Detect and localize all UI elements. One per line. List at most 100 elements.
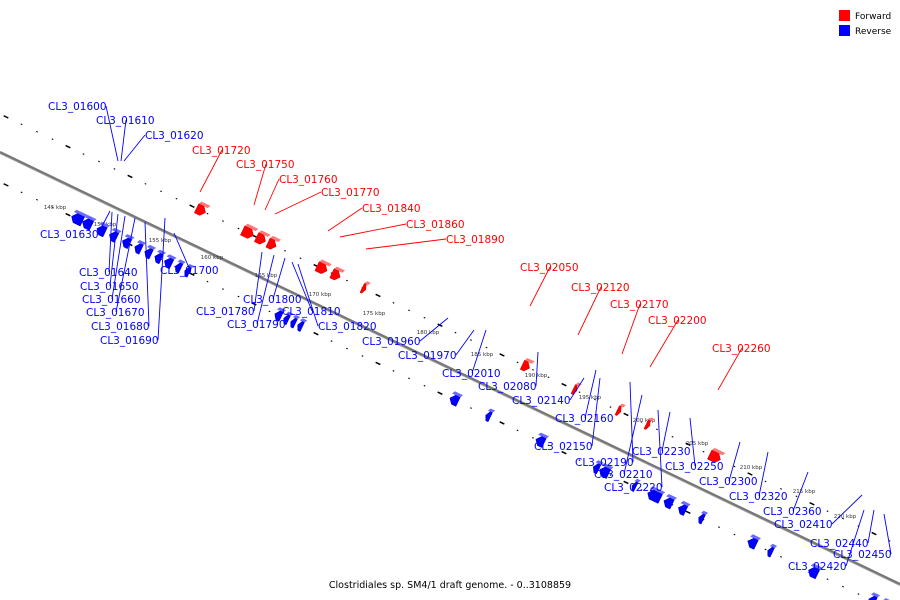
- reverse-gene-block-top: [299, 318, 308, 323]
- reverse-gene-block: [678, 504, 689, 516]
- reverse-track-dash: [222, 288, 224, 290]
- reverse-track-dash: [65, 212, 71, 217]
- forward-track-dash: [685, 442, 691, 447]
- reverse-gene-label: CL3_02250: [665, 461, 724, 473]
- reverse-gene-block-top: [750, 534, 761, 541]
- reverse-gene-block: [290, 317, 298, 329]
- forward-gene-CL3_02260-top: [711, 447, 726, 456]
- forward-gene-label: CL3_01860: [406, 219, 465, 231]
- reverse-gene-label: CL3_01640: [79, 267, 138, 279]
- gene-labels: CL3_01600 CL3_01610 CL3_01620 CL3_01720 CL3_…: [40, 101, 892, 573]
- reverse-gene-block: [144, 248, 154, 260]
- forward-track-dash: [826, 510, 829, 513]
- reverse-gene-label: CL3_02300: [699, 476, 758, 488]
- forward-gene-label: CL3_02170: [610, 299, 669, 311]
- forward-gene-CL3_01720-top: [198, 201, 211, 209]
- reverse-gene-label: CL3_01630: [40, 229, 99, 241]
- forward-track-dash: [454, 331, 457, 334]
- forward-track-dash: [189, 204, 195, 208]
- reverse-track-dash: [36, 198, 38, 201]
- reverse-gene-block: [631, 481, 639, 493]
- backbone-line: [0, 151, 900, 585]
- forward-leader-line: [577, 286, 602, 336]
- forward-track-dash: [437, 323, 443, 327]
- reverse-gene-block: [747, 537, 759, 550]
- forward-gene-CL3_01750: [240, 225, 254, 239]
- forward-track-dash: [809, 501, 815, 506]
- reverse-gene-block-top: [99, 221, 110, 228]
- reverse-gene-block-top: [538, 432, 549, 439]
- gene-features: [71, 201, 890, 600]
- forward-gene-CL3_01840: [314, 261, 328, 274]
- forward-track-dash: [795, 495, 798, 498]
- reverse-gene-block: [767, 546, 775, 558]
- reverse-gene-label: CL3_01660: [82, 294, 141, 306]
- reverse-gene-block-top: [73, 209, 88, 217]
- reverse-leader-line: [657, 409, 663, 488]
- forward-track-dash: [222, 220, 224, 222]
- reverse-track-dash: [547, 444, 550, 447]
- reverse-leader-line: [584, 369, 597, 419]
- reverse-gene-block-top: [595, 460, 604, 465]
- forward-gene-CL3_01770-top: [270, 235, 281, 242]
- reverse-gene-block-top: [666, 494, 677, 501]
- reverse-gene-block-top: [157, 249, 167, 255]
- forward-gene-CL3_02050: [519, 359, 530, 372]
- reverse-leader-line: [661, 411, 671, 452]
- scale-tick-label: 170 kbp: [309, 292, 332, 298]
- forward-gene-CL3_02200: [643, 419, 651, 430]
- reverse-track-dash: [842, 585, 844, 588]
- reverse-leader-line: [291, 261, 313, 312]
- forward-track-dash: [702, 450, 705, 453]
- reverse-leader-line: [111, 215, 126, 300]
- scale-tick-label: 145 kbp: [44, 205, 67, 211]
- reverse-leader-line: [591, 377, 601, 447]
- reverse-gene-block: [599, 466, 612, 479]
- forward-track-dash: [594, 398, 596, 401]
- scale-tick-label: 200 kbp: [633, 418, 656, 424]
- reverse-track-dash: [251, 302, 257, 306]
- reverse-gene-label: CL3_02220: [604, 482, 663, 494]
- forward-track-dash: [299, 257, 302, 260]
- forward-track-dash: [485, 346, 488, 349]
- reverse-gene-block: [175, 262, 184, 274]
- scale-tick-label: 175 kbp: [363, 311, 386, 317]
- forward-leader-line: [717, 347, 743, 391]
- reverse-gene-block: [485, 411, 493, 423]
- reverse-gene-label: CL3_01650: [80, 281, 139, 293]
- reverse-track-dash: [51, 206, 54, 209]
- reverse-gene-block-top: [649, 486, 666, 495]
- scale-tick-label: 210 kbp: [740, 465, 763, 471]
- forward-gene-label: CL3_02120: [571, 282, 630, 294]
- forward-gene-CL3_01760-top: [258, 230, 271, 237]
- reverse-gene-block: [449, 394, 461, 407]
- reverse-track-dash: [764, 548, 767, 551]
- reverse-gene-label: CL3_02410: [774, 519, 833, 531]
- forward-leader-line: [529, 266, 551, 307]
- reverse-gene-block: [154, 253, 164, 265]
- scale-tick-label: 220 kbp: [834, 514, 857, 520]
- forward-track-dash: [284, 249, 286, 252]
- reverse-track-dash: [346, 347, 348, 350]
- forward-gene-label: CL3_01770: [321, 187, 380, 199]
- forward-gene-label: CL3_01750: [236, 159, 295, 171]
- reverse-gene-block: [82, 218, 95, 231]
- scale-tick-label: 195 kbp: [579, 395, 602, 401]
- reverse-track-dash: [206, 280, 209, 283]
- forward-gene-CL3_01720: [193, 203, 206, 216]
- reverse-gene-label: CL3_01690: [100, 335, 159, 347]
- scale-tick-label: 165 kbp: [255, 273, 278, 279]
- forward-track-dash: [871, 531, 877, 536]
- reverse-leader-line: [845, 509, 865, 567]
- reverse-leader-line: [256, 254, 275, 325]
- reverse-track-dash: [313, 331, 319, 336]
- reverse-gene-label: CL3_02150: [534, 441, 593, 453]
- reverse-track-dash: [532, 436, 534, 439]
- backbone-shadow: [0, 152, 900, 586]
- forward-leader-line: [327, 207, 363, 232]
- reverse-gene-label: CL3_01600: [48, 101, 107, 113]
- reverse-gene-block-top: [147, 244, 157, 250]
- forward-track-dash: [623, 412, 629, 417]
- forward-track-dash: [3, 115, 9, 119]
